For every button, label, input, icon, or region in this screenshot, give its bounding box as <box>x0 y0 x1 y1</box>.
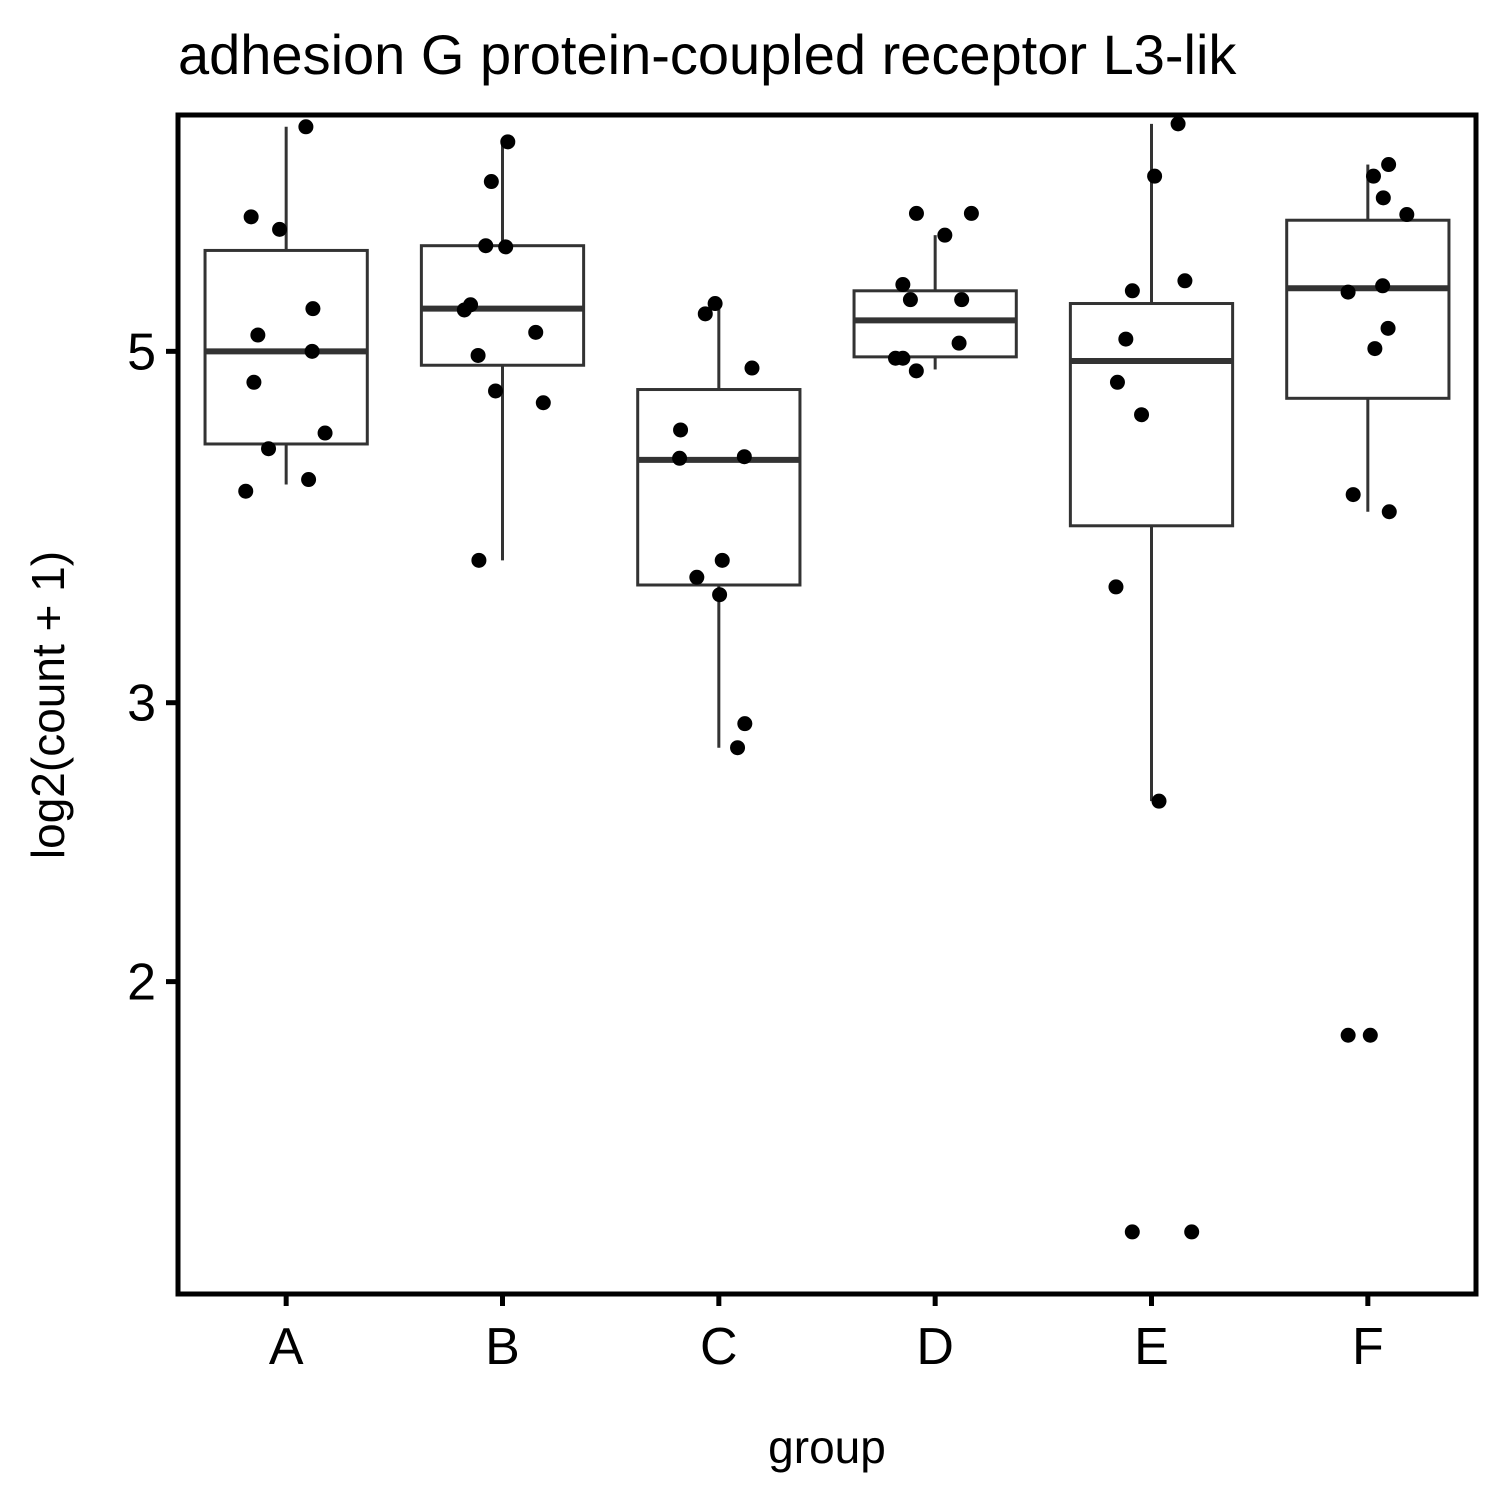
data-point <box>1375 278 1391 294</box>
data-point <box>895 350 911 366</box>
data-point <box>1399 207 1415 223</box>
data-point <box>298 119 314 135</box>
data-point <box>301 472 317 488</box>
data-point <box>712 587 728 603</box>
data-point <box>963 205 979 221</box>
data-point <box>456 302 472 318</box>
box-group-c <box>636 303 802 748</box>
x-tick-label: F <box>1352 1318 1384 1376</box>
box-group-f <box>1285 164 1451 512</box>
box <box>852 289 1018 359</box>
y-axis-label: log2(count + 1) <box>22 551 74 859</box>
data-point <box>737 716 753 732</box>
data-point <box>1345 487 1361 503</box>
data-point <box>714 552 730 568</box>
data-point <box>672 450 688 466</box>
box <box>1285 218 1451 400</box>
data-point <box>1177 273 1193 289</box>
data-point <box>954 292 970 308</box>
data-point <box>304 343 320 359</box>
data-point <box>908 363 924 379</box>
plot-panel-border <box>175 112 1479 1297</box>
data-point <box>500 134 516 150</box>
data-point <box>1362 1027 1378 1043</box>
data-point <box>243 209 259 225</box>
data-point <box>272 221 288 237</box>
boxplots <box>203 123 1451 802</box>
data-point <box>1375 190 1391 206</box>
data-point <box>1124 1224 1140 1240</box>
data-point <box>1365 168 1381 184</box>
chart-title: adhesion G protein-coupled receptor L3-l… <box>178 23 1237 86</box>
data-point <box>1170 116 1186 132</box>
x-axis: A B C D E F <box>269 1294 1384 1376</box>
box <box>1068 302 1235 528</box>
data-point <box>317 425 333 441</box>
data-point <box>471 552 487 568</box>
data-point <box>1381 504 1397 520</box>
x-tick-label: A <box>269 1318 304 1376</box>
data-point <box>673 422 689 438</box>
data-points <box>238 116 1415 1240</box>
data-point <box>1367 341 1383 357</box>
x-tick-label: C <box>700 1318 738 1376</box>
data-point <box>902 292 918 308</box>
data-point <box>1147 168 1163 184</box>
data-point <box>1340 1027 1356 1043</box>
data-point <box>689 569 705 585</box>
data-point <box>305 301 321 317</box>
y-tick-label: 2 <box>127 954 156 1012</box>
y-tick-label: 3 <box>127 675 156 733</box>
y-axis: 2 3 5 <box>127 323 178 1012</box>
data-point <box>736 449 752 465</box>
y-tick-label: 5 <box>127 323 156 381</box>
data-point <box>908 205 924 221</box>
data-point <box>707 296 723 312</box>
data-point <box>697 306 713 322</box>
data-point <box>1109 374 1125 390</box>
data-point <box>478 238 494 254</box>
data-point <box>744 360 760 376</box>
data-point <box>261 441 277 457</box>
box-group-d <box>852 235 1018 370</box>
box-group-b <box>419 144 586 561</box>
data-point <box>1184 1224 1200 1240</box>
data-point <box>470 347 486 363</box>
box <box>419 244 586 367</box>
data-point <box>1340 284 1356 300</box>
box-group-a <box>203 126 369 485</box>
x-axis-label: group <box>768 1421 886 1473</box>
data-point <box>1118 331 1134 347</box>
data-point <box>1381 157 1397 173</box>
data-point <box>238 483 254 499</box>
data-point <box>488 383 504 399</box>
data-point <box>535 395 551 411</box>
data-point <box>246 374 262 390</box>
data-point <box>730 740 746 756</box>
data-point <box>1108 579 1124 595</box>
box-group-e <box>1068 123 1235 802</box>
data-point <box>1151 793 1167 809</box>
box <box>636 388 802 587</box>
box <box>203 248 369 446</box>
data-point <box>250 327 266 343</box>
data-point <box>1134 407 1150 423</box>
data-point <box>951 335 967 351</box>
data-point <box>498 239 514 255</box>
data-point <box>1380 320 1396 336</box>
data-point <box>895 277 911 293</box>
data-point <box>528 324 544 340</box>
x-tick-label: E <box>1134 1318 1169 1376</box>
data-point <box>1124 283 1140 299</box>
data-point <box>483 174 499 190</box>
x-tick-label: B <box>485 1318 520 1376</box>
x-tick-label: D <box>916 1318 954 1376</box>
data-point <box>937 227 953 243</box>
